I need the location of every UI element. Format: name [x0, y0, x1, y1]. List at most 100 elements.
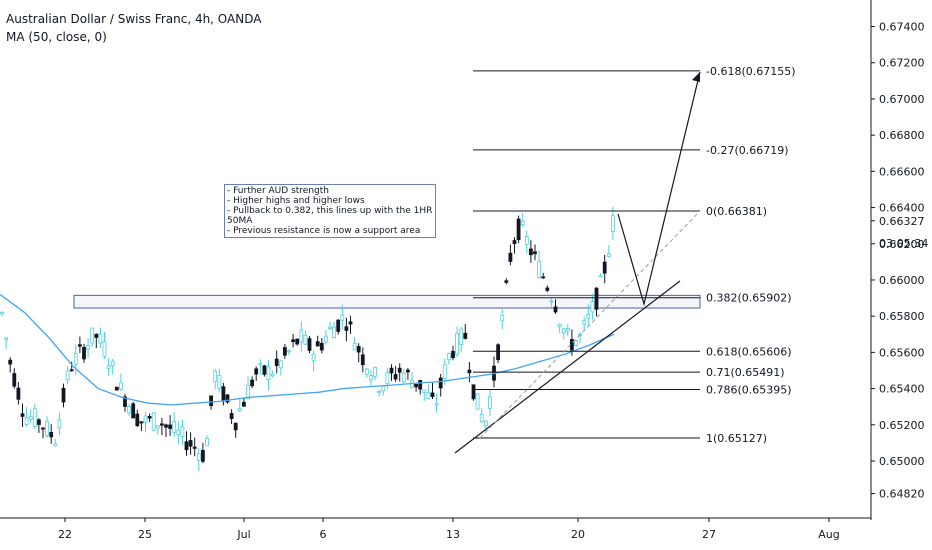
candle-body — [496, 344, 501, 361]
candle-body — [32, 408, 37, 427]
candle-body — [254, 368, 259, 375]
candle-body — [553, 306, 558, 313]
price-tick-label: 0.67000 — [879, 93, 925, 106]
candle-body — [598, 275, 603, 278]
candle-body — [574, 340, 578, 346]
candle-body — [602, 261, 607, 274]
candle-body — [20, 413, 25, 417]
candle-body — [45, 420, 49, 436]
price-tick-label: 0.65600 — [879, 346, 925, 359]
candle-body — [524, 236, 529, 245]
fib-level-label: 1(0.65127) — [706, 432, 767, 445]
candle-body — [123, 396, 127, 407]
candle-body — [172, 420, 177, 433]
candle-body — [504, 280, 509, 283]
candle-body — [487, 396, 492, 409]
candle-body — [483, 420, 488, 427]
candle-body — [570, 339, 574, 351]
candle-body — [278, 360, 283, 369]
candle-body — [119, 382, 123, 390]
candle-body — [549, 300, 554, 303]
note-line: - Previous resistance is now a support a… — [227, 226, 421, 236]
candle-body — [508, 252, 513, 262]
candle-body — [61, 387, 66, 403]
candle-body — [393, 374, 398, 380]
chart-title: Australian Dollar / Swiss Franc, 4h, OAN… — [6, 12, 262, 26]
candle-body — [73, 353, 78, 365]
candle-body — [352, 343, 357, 351]
candle-body — [114, 386, 119, 391]
candle-body — [356, 346, 361, 353]
candle-body — [82, 347, 86, 360]
time-tick-label: 13 — [446, 528, 460, 541]
fib-level-label: 0(0.66381) — [706, 205, 767, 218]
candle-body — [78, 344, 82, 347]
candle-body — [159, 423, 164, 426]
candle-body — [53, 443, 58, 447]
candle-body — [110, 360, 115, 367]
candle-body — [611, 215, 615, 232]
candle-body — [94, 333, 99, 338]
candle-body — [155, 425, 160, 429]
candle-body — [188, 440, 193, 447]
candle-body — [389, 367, 394, 374]
annotation-note[interactable]: - Further AUD strength - Higher highs an… — [224, 184, 436, 238]
price-tick-label: 0.66600 — [879, 165, 925, 178]
candle-body — [463, 332, 468, 339]
ma-line — [0, 293, 615, 406]
candle-body — [565, 328, 570, 332]
price-tick-label: 0.66000 — [879, 274, 925, 287]
candle-body — [241, 401, 246, 407]
candle-body — [135, 413, 140, 427]
candle-body — [360, 354, 365, 366]
current-price-label: 0.66327 — [879, 215, 925, 228]
candle-body — [479, 414, 484, 423]
candle-body — [385, 372, 390, 385]
candle-body — [262, 365, 267, 375]
candle-body — [221, 386, 226, 402]
note-line: - Pullback to 0.382, this lines up with … — [227, 206, 433, 226]
fib-trend-dashed — [479, 210, 701, 439]
time-tick-label: 6 — [320, 528, 327, 541]
candle-body — [438, 377, 443, 389]
candle-body — [381, 385, 386, 392]
candle-body — [537, 261, 541, 278]
candle-body — [336, 319, 341, 332]
candle-body — [311, 353, 316, 362]
candle-body — [4, 337, 8, 340]
candle-body — [102, 341, 107, 357]
candle-body — [24, 417, 29, 425]
candle-body — [364, 368, 369, 375]
candle-body — [16, 387, 21, 400]
projection-arrowhead — [692, 72, 700, 82]
candle-body — [90, 327, 95, 344]
candle-body — [196, 452, 201, 461]
candle-body — [131, 403, 136, 419]
candle-body — [8, 359, 13, 365]
candle-body — [348, 321, 353, 325]
candle-body — [65, 370, 70, 381]
candle-body — [512, 240, 517, 244]
candle-body — [590, 301, 595, 313]
indicator-label: MA (50, close, 0) — [6, 30, 107, 44]
candle-body — [295, 338, 300, 345]
candle-body — [434, 402, 439, 406]
candle-body — [299, 329, 304, 343]
candle-body — [332, 326, 337, 338]
candle-body — [127, 406, 131, 414]
candle-body — [467, 369, 472, 374]
candle-body — [451, 350, 455, 359]
candle-body — [307, 338, 312, 351]
price-tick-label: 0.67400 — [879, 21, 925, 34]
candle-body — [229, 413, 234, 419]
candle-body — [397, 367, 402, 373]
candle-body — [377, 390, 382, 394]
candle-body — [258, 363, 263, 366]
candle-body — [475, 393, 480, 410]
candle-body — [98, 333, 103, 344]
candle-body — [303, 334, 308, 345]
time-tick-label: 25 — [138, 528, 152, 541]
candle-body — [209, 395, 214, 406]
candle-body — [455, 333, 460, 355]
